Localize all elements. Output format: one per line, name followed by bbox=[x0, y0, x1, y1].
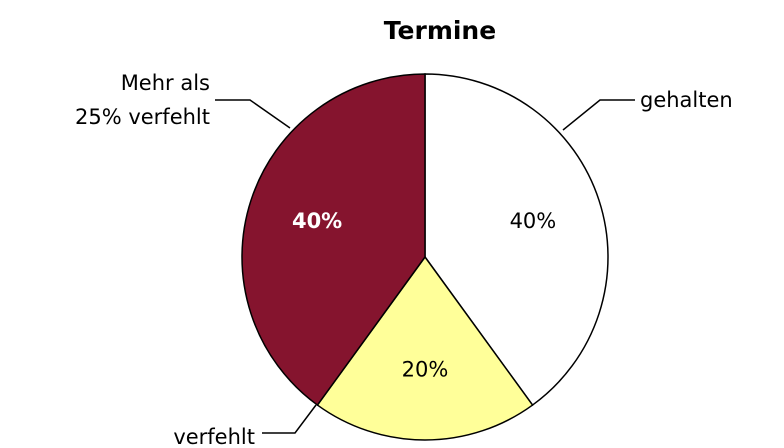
category-label: Mehr als 25% verfehlt bbox=[74, 71, 210, 129]
leader-line bbox=[215, 99, 291, 129]
value-label: 20% bbox=[402, 357, 449, 381]
pie-slice bbox=[316, 255, 534, 441]
pie-slice bbox=[424, 73, 609, 407]
value-label: 40% bbox=[292, 209, 342, 233]
category-label: gehalten bbox=[640, 88, 733, 112]
value-label: 40% bbox=[510, 209, 557, 233]
leader-line bbox=[562, 99, 635, 131]
pie-slice bbox=[241, 73, 426, 407]
leader-line bbox=[262, 404, 317, 434]
category-label: verfehlt bbox=[173, 425, 255, 448]
chart-title: Termine bbox=[384, 16, 496, 45]
